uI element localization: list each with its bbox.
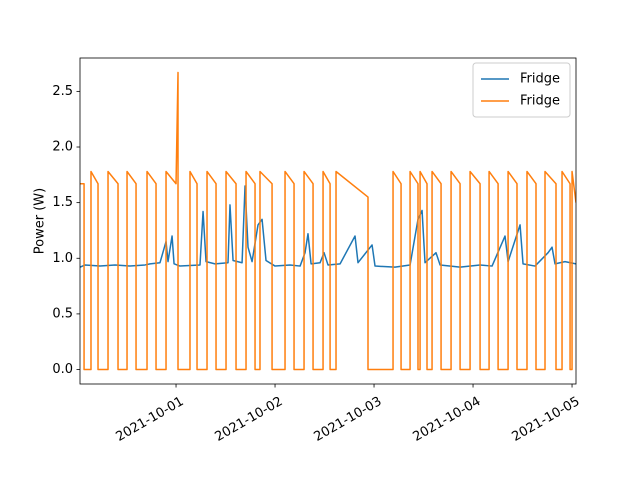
y-tick-label: 0.5 — [52, 306, 73, 321]
legend-label: Fridge — [520, 72, 560, 87]
y-tick-label: 1.5 — [52, 195, 73, 210]
plot-frame — [79, 57, 577, 385]
data-line — [80, 185, 576, 268]
y-tick-label: 2.0 — [52, 140, 73, 155]
y-tick-label: 2.5 — [52, 84, 73, 99]
y-tick-label: 0.0 — [52, 362, 73, 377]
y-axis-label: Power (W) — [33, 188, 48, 254]
legend-box — [472, 62, 571, 118]
data-line — [80, 71, 576, 371]
legend-label: Fridge — [520, 94, 560, 109]
y-tick-label: 1.0 — [52, 251, 73, 266]
